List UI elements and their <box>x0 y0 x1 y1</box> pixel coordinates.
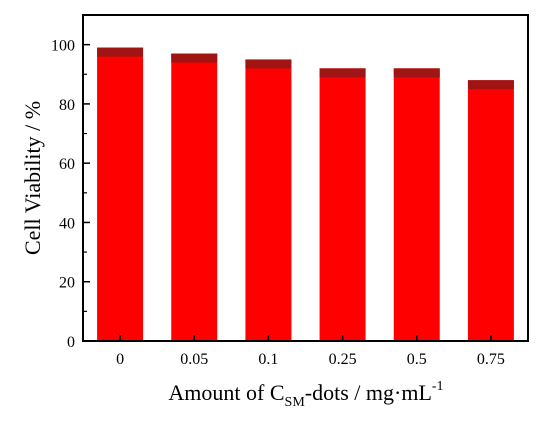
bar-0.1 <box>245 59 292 342</box>
bars-layer <box>97 47 514 342</box>
x-tick-label: 0.05 <box>180 351 208 368</box>
bar-cap-0.75 <box>467 80 514 90</box>
bar-0 <box>97 47 144 341</box>
y-tick-label: 20 <box>59 275 75 292</box>
bar-0.05 <box>171 53 218 341</box>
y-tick-label: 100 <box>51 38 75 55</box>
x-tick-label: 0.75 <box>477 351 505 368</box>
bar-cap-0.05 <box>171 53 218 63</box>
bar-cap-0.1 <box>245 59 292 69</box>
bar-cap-0 <box>97 47 144 57</box>
x-axis-title: Amount of CSM-dots / mg·mL-1 <box>168 379 443 410</box>
bar-cap-0.5 <box>393 68 440 78</box>
x-tick-label: 0.25 <box>329 351 357 368</box>
y-axis-title: Cell Viability / % <box>20 101 45 255</box>
bar-0.25 <box>319 68 366 341</box>
y-tick-label: 40 <box>59 215 75 232</box>
bar-0.5 <box>393 68 440 341</box>
bar-cap-0.25 <box>319 68 366 78</box>
x-tick-label: 0 <box>116 351 124 368</box>
x-tick-label: 0.5 <box>407 351 427 368</box>
y-tick-label: 0 <box>67 334 75 351</box>
x-tick-label: 0.1 <box>258 351 278 368</box>
y-tick-label: 60 <box>59 156 75 173</box>
plot-frame <box>82 14 529 342</box>
y-tick-label: 80 <box>59 97 75 114</box>
y-ticks: 0 20 40 60 80 100 <box>51 38 90 351</box>
x-ticks: 0 0.05 0.1 0.25 0.5 0.75 <box>116 335 505 368</box>
bar-0.75 <box>467 80 514 341</box>
